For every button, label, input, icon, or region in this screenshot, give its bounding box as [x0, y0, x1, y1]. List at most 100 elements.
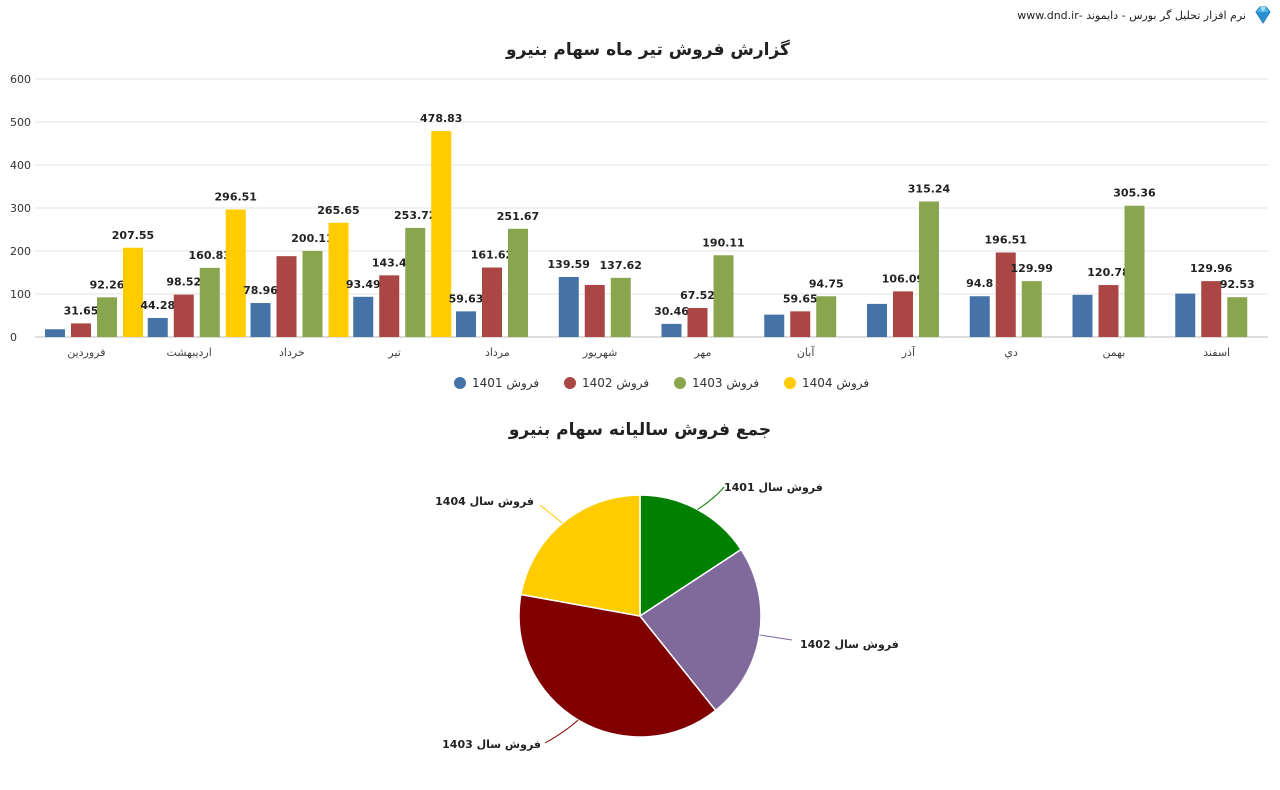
bar	[1021, 281, 1042, 337]
pie-leader-line	[759, 634, 793, 641]
bar	[1227, 297, 1248, 337]
pie-slice	[518, 593, 717, 738]
pie-label: فروش سال 1402	[800, 638, 899, 651]
y-axis: 0 100 200 300 400 500 600	[10, 73, 31, 344]
bar	[379, 275, 400, 337]
x-tick-label: آبان	[797, 345, 815, 359]
data-label: 190.11	[702, 236, 744, 249]
data-label: 265.65	[317, 204, 359, 217]
data-label: 59.63	[449, 292, 484, 305]
legend: فروش 1401 فروش 1402 فروش 1403 فروش 1404	[454, 376, 869, 391]
bar	[431, 131, 452, 337]
bar	[919, 201, 939, 337]
x-tick-label: تیر	[387, 346, 400, 359]
bar	[661, 323, 682, 337]
bar	[250, 303, 271, 337]
bar	[173, 294, 194, 337]
data-label: 143.4	[372, 256, 407, 269]
x-tick-label: فروردین	[67, 346, 105, 359]
bar	[1072, 294, 1093, 337]
data-label: 44.28	[140, 299, 175, 312]
data-label: 129.99	[1011, 262, 1053, 275]
app-header-text: نرم افزار تحلیل گر بورس - دایموند -www.d…	[1017, 8, 1246, 22]
bar	[1201, 281, 1222, 337]
y-tick-label: 300	[10, 202, 31, 215]
data-label: 139.59	[548, 258, 590, 271]
bar	[816, 296, 837, 337]
data-label: 93.49	[346, 278, 381, 291]
data-label: 305.36	[1113, 187, 1156, 200]
bar	[456, 311, 476, 337]
legend-label: فروش 1401	[472, 376, 539, 391]
data-label: 251.67	[497, 210, 539, 223]
data-label: 196.51	[985, 234, 1027, 247]
bar	[1175, 293, 1196, 337]
y-tick-label: 200	[10, 245, 31, 258]
bars: 31.65 92.26 207.55 44.28 98.52 160.83 296.51 78…	[45, 112, 1255, 337]
x-tick-label: خرداد	[279, 346, 305, 359]
bar	[97, 297, 117, 337]
bar	[276, 256, 297, 337]
bar	[405, 227, 426, 337]
data-label: 129.96	[1190, 262, 1233, 275]
data-label: 98.52	[166, 276, 201, 289]
data-label: 161.62	[471, 249, 513, 262]
bar	[893, 291, 913, 337]
bar	[610, 277, 631, 337]
pie-slice	[520, 494, 641, 617]
pie-label: فروش سال 1404	[435, 495, 534, 508]
data-label: 31.65	[64, 304, 99, 317]
x-tick-label: مهر	[693, 346, 711, 359]
legend-marker	[564, 377, 576, 389]
bar	[71, 323, 91, 337]
app-header: نرم افزار تحلیل گر بورس - دایموند -www.d…	[1017, 4, 1274, 26]
bar	[199, 267, 220, 337]
bar	[1124, 205, 1145, 337]
pie-slice	[639, 494, 743, 618]
bar	[867, 303, 887, 337]
data-label: 92.26	[90, 278, 125, 291]
legend-marker	[454, 377, 466, 389]
pie-leader-line	[697, 486, 725, 510]
bar	[45, 329, 65, 337]
data-label: 137.62	[600, 259, 642, 272]
y-tick-label: 100	[10, 288, 31, 301]
bar	[558, 276, 579, 337]
bar	[225, 209, 246, 337]
data-label: 160.83	[189, 249, 231, 262]
bar	[353, 296, 374, 337]
y-tick-label: 500	[10, 116, 31, 129]
data-label: 92.53	[1220, 278, 1255, 291]
legend-label: فروش 1404	[802, 376, 869, 391]
bar	[482, 267, 502, 337]
bar-chart: گزارش فروش تیر ماه سهام بنیرو 0 100 200 300…	[10, 39, 1268, 391]
data-label: 30.46	[654, 305, 689, 318]
x-tick-label: اردیبهشت	[166, 346, 211, 359]
data-label: 59.65	[783, 292, 818, 305]
x-tick-label: دي	[1004, 346, 1018, 359]
data-label: 94.75	[809, 277, 844, 290]
legend-marker	[784, 377, 796, 389]
pie-label: فروش سال 1403	[442, 738, 541, 751]
pie-chart: جمع فروش سالیانه سهام بنیرو فروش سال 140…	[435, 420, 899, 751]
data-label: 315.24	[908, 182, 951, 195]
y-tick-label: 0	[10, 331, 17, 344]
legend-marker	[674, 377, 686, 389]
bar-chart-title: گزارش فروش تیر ماه سهام بنیرو	[505, 39, 790, 60]
x-tick-label: بهمن	[1102, 346, 1125, 359]
data-label: 478.83	[420, 112, 462, 125]
data-label: 207.55	[112, 229, 154, 242]
bar	[302, 250, 323, 337]
x-tick-label: شهریور	[582, 346, 617, 359]
data-label: 94.8	[966, 277, 993, 290]
data-label: 296.51	[215, 191, 257, 204]
bar	[995, 252, 1016, 337]
bar	[123, 247, 143, 337]
bar	[764, 314, 785, 337]
bar	[508, 228, 528, 337]
x-tick-label: اسفند	[1203, 346, 1230, 359]
bar	[687, 307, 708, 337]
data-label: 78.96	[243, 284, 278, 297]
pie-label: فروش سال 1401	[724, 481, 823, 494]
